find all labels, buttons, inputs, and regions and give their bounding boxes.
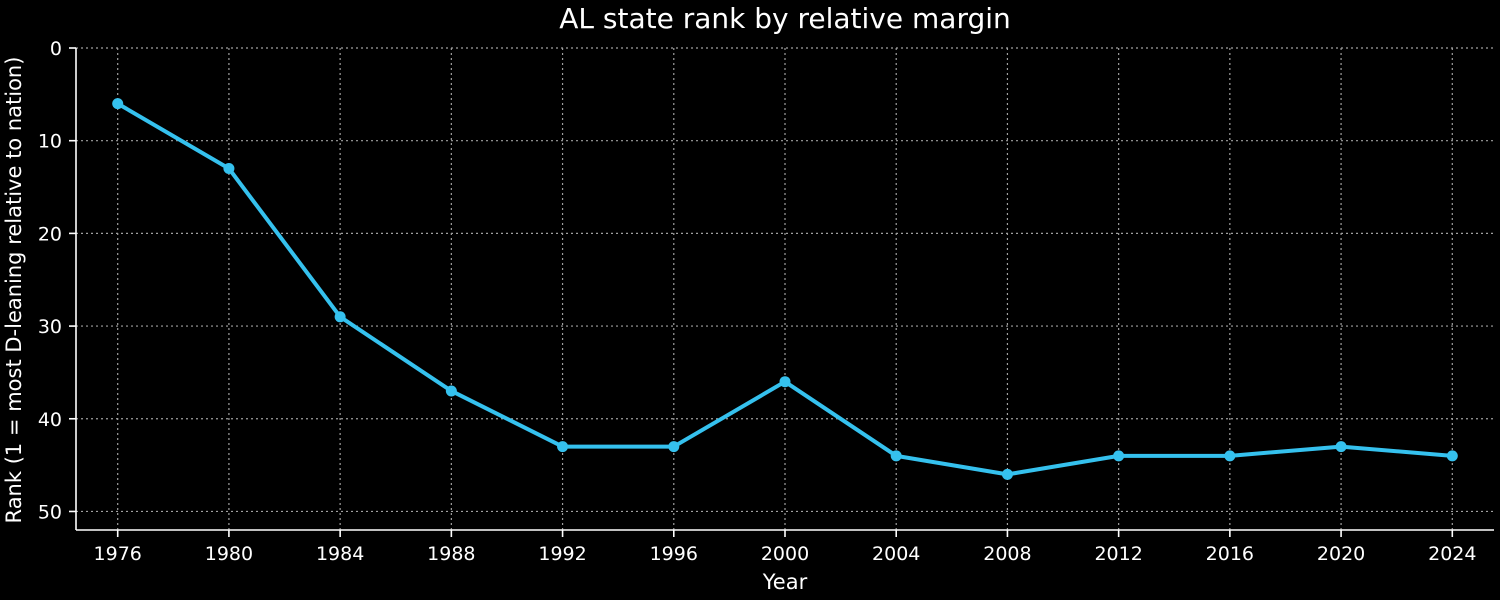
y-axis-label: Rank (1 = most D-leaning relative to nat… <box>2 57 26 524</box>
grid <box>76 47 1494 530</box>
y-tick-label: 0 <box>50 38 62 60</box>
data-point-1980 <box>223 163 235 174</box>
data-point-1976 <box>112 98 124 110</box>
x-tick-label: 1980 <box>205 543 253 565</box>
x-tick-label: 1988 <box>427 543 475 565</box>
x-tick-label: 2000 <box>761 543 809 565</box>
x-tick-label: 1976 <box>94 543 142 565</box>
data-point-2016 <box>1224 450 1236 462</box>
data-point-1992 <box>557 441 569 453</box>
data-point-2004 <box>890 450 902 462</box>
y-tick-label: 20 <box>38 223 62 245</box>
x-axis-label: Year <box>762 570 808 594</box>
series <box>112 98 1458 480</box>
x-tick-label: 2012 <box>1094 543 1142 565</box>
x-tick-label: 2008 <box>983 543 1031 565</box>
x-tick-label: 2004 <box>872 543 920 565</box>
data-point-2020 <box>1335 441 1347 453</box>
y-tick-label: 50 <box>38 501 62 523</box>
chart-title: AL state rank by relative margin <box>559 2 1011 35</box>
data-point-1984 <box>334 311 346 323</box>
ticks: 1976 1980 1984 1988 1992 1996 2000 2004 2008 2012… <box>38 38 1477 565</box>
data-point-1988 <box>445 385 457 397</box>
y-tick-label: 40 <box>38 409 62 431</box>
y-tick-label: 10 <box>38 131 62 153</box>
x-tick-label: 1996 <box>650 543 698 565</box>
x-tick-label: 2024 <box>1428 543 1476 565</box>
data-point-2024 <box>1446 450 1458 462</box>
data-point-1996 <box>668 441 680 453</box>
x-tick-label: 2020 <box>1317 543 1365 565</box>
data-point-2000 <box>779 376 791 388</box>
data-point-2008 <box>1001 468 1013 480</box>
x-tick-label: 2016 <box>1206 543 1254 565</box>
x-tick-label: 1992 <box>538 543 586 565</box>
x-tick-label: 1984 <box>316 543 364 565</box>
y-tick-label: 30 <box>38 316 62 338</box>
data-point-2012 <box>1113 450 1125 462</box>
